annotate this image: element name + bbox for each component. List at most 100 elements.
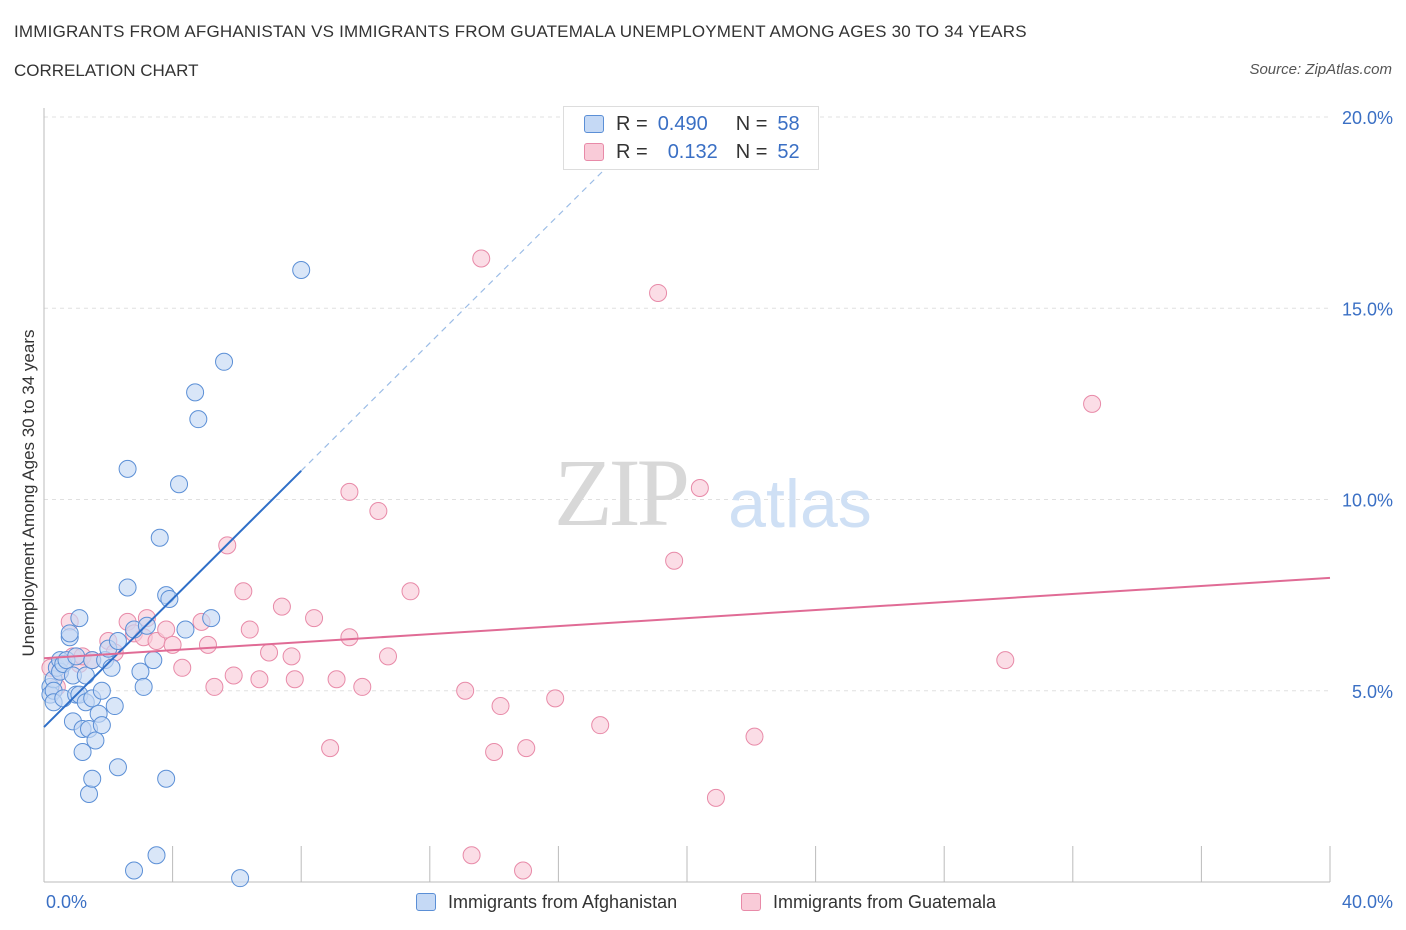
- watermark-zip: ZIP: [554, 439, 687, 546]
- guatemala-point: [260, 643, 279, 662]
- guatemala-point: [369, 501, 388, 520]
- guatemala-point: [285, 670, 304, 689]
- guatemala-point: [996, 651, 1015, 670]
- afghanistan-point: [150, 528, 169, 547]
- y-tick-label: 5.0%: [1352, 682, 1393, 702]
- afghanistan-point: [186, 383, 205, 402]
- legend-n-value-guatemala: 52: [777, 140, 800, 163]
- afghanistan-point: [108, 632, 127, 651]
- guatemala-point: [224, 666, 243, 685]
- legend-row-afghanistan: R = 0.490 N = 58: [584, 112, 800, 136]
- guatemala-point: [546, 689, 565, 708]
- guatemala-point: [649, 283, 668, 302]
- y-tick-label: 15.0%: [1342, 299, 1393, 319]
- afghanistan-point: [134, 677, 153, 696]
- afghanistan-point: [176, 620, 195, 639]
- guatemala-point: [514, 861, 533, 880]
- bottom-legend-swatch-guatemala: [741, 893, 761, 911]
- legend-row-guatemala: R = 0.132 N = 52: [584, 140, 800, 164]
- guatemala-point: [706, 788, 725, 807]
- guatemala-point: [198, 635, 217, 654]
- legend-r-label: R =: [616, 112, 648, 135]
- x-tick-label-min: 0.0%: [46, 892, 87, 912]
- guatemala-point: [327, 670, 346, 689]
- source-label: Source: ZipAtlas.com: [1249, 61, 1392, 78]
- guatemala-point: [234, 582, 253, 601]
- guatemala-point: [665, 551, 684, 570]
- bottom-legend-label-guatemala: Immigrants from Guatemala: [773, 891, 997, 912]
- bottom-legend-afghanistan: Immigrants from Afghanistan: [416, 890, 677, 914]
- axes: [43, 108, 1331, 883]
- afghanistan-point: [80, 785, 99, 804]
- guatemala-point: [472, 249, 491, 268]
- guatemala-point: [1083, 394, 1102, 413]
- series-guatemala-points: [41, 249, 1102, 880]
- guatemala-point: [353, 677, 372, 696]
- guatemala-point: [456, 681, 475, 700]
- guatemala-point: [745, 727, 764, 746]
- guatemala-point: [305, 609, 324, 628]
- legend-n-label: N =: [735, 112, 768, 135]
- afghanistan-trend-extension: [300, 150, 624, 472]
- bottom-legend-label-afghanistan: Immigrants from Afghanistan: [448, 891, 678, 912]
- afghanistan-point: [108, 758, 127, 777]
- legend-n-value-afghanistan: 58: [777, 112, 800, 135]
- legend-n-label: N =: [735, 140, 768, 163]
- guatemala-point: [250, 670, 269, 689]
- guatemala-point: [240, 620, 259, 639]
- tick-labels: 5.0% 10.0% 15.0% 20.0% 0.0% 40.0%: [46, 108, 1393, 912]
- guatemala-point: [485, 742, 504, 761]
- guatemala-point: [173, 658, 192, 677]
- afghanistan-point: [70, 609, 89, 628]
- afghanistan-point: [125, 861, 144, 880]
- afghanistan-point: [92, 716, 111, 735]
- afghanistan-point: [292, 261, 311, 279]
- afghanistan-point: [92, 681, 111, 700]
- afghanistan-point: [60, 624, 79, 643]
- afghanistan-point: [160, 589, 179, 608]
- guatemala-point: [591, 716, 610, 735]
- guatemala-point: [401, 582, 420, 601]
- guatemala-point: [340, 482, 359, 501]
- afghanistan-point: [76, 666, 95, 685]
- afghanistan-point: [231, 869, 250, 888]
- afghanistan-point: [102, 658, 121, 677]
- guatemala-point: [517, 739, 536, 758]
- guatemala-point: [690, 479, 709, 498]
- legend-r-value-afghanistan: 0.490: [657, 112, 708, 135]
- afghanistan-point: [202, 609, 221, 628]
- guatemala-point: [321, 739, 340, 758]
- afghanistan-point: [144, 651, 163, 670]
- legend: R = 0.490 N = 58 R = 0.132 N = 52: [563, 106, 819, 170]
- trend-lines: [43, 150, 1331, 728]
- afghanistan-point: [73, 742, 92, 761]
- afghanistan-point: [105, 697, 124, 716]
- series-afghanistan-points: [41, 261, 311, 888]
- guatemala-point: [157, 620, 176, 639]
- afghanistan-trend-line: [43, 470, 302, 728]
- afghanistan-point: [189, 410, 208, 429]
- afghanistan-point: [118, 459, 137, 478]
- afghanistan-point: [215, 352, 234, 371]
- guatemala-point: [282, 647, 301, 666]
- afghanistan-point: [170, 475, 189, 494]
- guatemala-point: [462, 846, 481, 865]
- guatemala-point: [340, 628, 359, 647]
- legend-r-label: R =: [616, 140, 648, 163]
- afghanistan-point: [83, 769, 102, 788]
- x-tick-label-max: 40.0%: [1342, 892, 1393, 912]
- bottom-legend-guatemala: Immigrants from Guatemala: [741, 890, 996, 914]
- legend-swatch-guatemala: [584, 143, 604, 161]
- y-tick-label: 10.0%: [1342, 491, 1393, 511]
- afghanistan-point: [118, 578, 137, 597]
- bottom-legend-swatch-afghanistan: [416, 893, 436, 911]
- watermark-atlas: atlas: [728, 466, 872, 542]
- afghanistan-point: [86, 731, 105, 750]
- legend-swatch-afghanistan: [584, 115, 604, 133]
- chart-title: IMMIGRANTS FROM AFGHANISTAN VS IMMIGRANT…: [14, 22, 1027, 41]
- y-axis-label: Unemployment Among Ages 30 to 34 years: [19, 330, 38, 657]
- afghanistan-point: [157, 769, 176, 788]
- grid: [44, 116, 1330, 692]
- guatemala-point: [491, 697, 510, 716]
